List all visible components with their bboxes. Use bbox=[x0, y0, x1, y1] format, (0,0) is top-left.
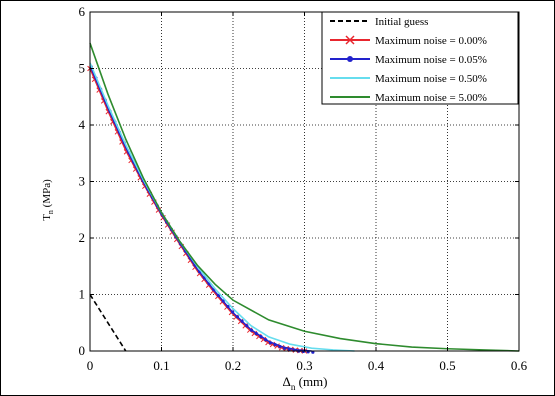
series-marker-dot bbox=[278, 344, 282, 349]
series-marker-dot bbox=[254, 331, 258, 336]
series-1 bbox=[89, 294, 127, 352]
x-axis-label: Δn (mm) bbox=[282, 374, 327, 392]
y-tick-label: 1 bbox=[79, 287, 86, 302]
series-line bbox=[89, 294, 127, 352]
series-marker-dot bbox=[245, 324, 249, 328]
y-ticks: 0 1 2 3 4 5 6 bbox=[79, 4, 519, 358]
series-marker-dot bbox=[282, 346, 287, 350]
x-axis-label-main: Δ bbox=[282, 374, 290, 389]
x-axis-label-unit: (mm) bbox=[295, 374, 327, 389]
series-marker-dot bbox=[273, 343, 277, 347]
series-marker-dot bbox=[259, 335, 263, 339]
series-marker-dot bbox=[240, 319, 244, 323]
series-marker-dot bbox=[249, 328, 254, 332]
legend-marker-dot bbox=[347, 56, 353, 62]
x-ticks: 0 0.1 0.2 0.3 0.4 0.5 0.6 bbox=[87, 12, 528, 373]
series-marker-dot bbox=[226, 304, 230, 309]
series-marker-x bbox=[251, 330, 258, 337]
y-axis-label-unit: (MPa) bbox=[41, 179, 53, 210]
y-tick-label: 4 bbox=[79, 117, 86, 132]
series-group bbox=[87, 42, 520, 354]
x-tick-label: 0.3 bbox=[296, 358, 312, 373]
legend-label: Initial guess bbox=[375, 16, 428, 28]
legend-label: Maximum noise = 0.50% bbox=[375, 73, 487, 85]
x-tick-label: 0.6 bbox=[511, 358, 528, 373]
y-tick-label: 6 bbox=[79, 4, 86, 19]
legend: Initial guess Maximum noise = 0.00% Maximu… bbox=[321, 11, 519, 105]
y-tick-label: 3 bbox=[79, 174, 86, 189]
legend-label: Maximum noise = 0.05% bbox=[375, 54, 487, 66]
y-axis-label-main: T bbox=[41, 214, 53, 221]
legend-label: Maximum noise = 5.00% bbox=[375, 92, 487, 104]
series-marker-dot bbox=[231, 310, 235, 314]
series-5 bbox=[89, 42, 520, 352]
x-tick-label: 0.1 bbox=[153, 358, 169, 373]
series-4 bbox=[89, 62, 355, 352]
x-tick-label: 0.5 bbox=[439, 358, 455, 373]
x-tick-label: 0.4 bbox=[368, 358, 385, 373]
series-line bbox=[89, 42, 520, 352]
series-marker-dot bbox=[268, 341, 273, 345]
series-marker-dot bbox=[287, 347, 291, 351]
y-tick-label: 0 bbox=[79, 343, 86, 358]
x-axis-label-sub: n bbox=[291, 382, 296, 392]
x-tick-label: 0 bbox=[87, 358, 94, 373]
series-marker-dot bbox=[264, 338, 268, 342]
series-marker-dot bbox=[221, 299, 225, 303]
series-marker-dot bbox=[235, 315, 239, 319]
series-line bbox=[89, 62, 355, 352]
y-axis-label-sub: n bbox=[46, 210, 55, 214]
y-tick-label: 2 bbox=[79, 230, 86, 245]
x-tick-label: 0.2 bbox=[225, 358, 241, 373]
legend-label: Maximum noise = 0.00% bbox=[375, 35, 487, 47]
y-axis-label: Tn (MPa) bbox=[41, 179, 55, 221]
legend-marker-x bbox=[345, 35, 355, 45]
y-tick-label: 5 bbox=[79, 61, 86, 76]
